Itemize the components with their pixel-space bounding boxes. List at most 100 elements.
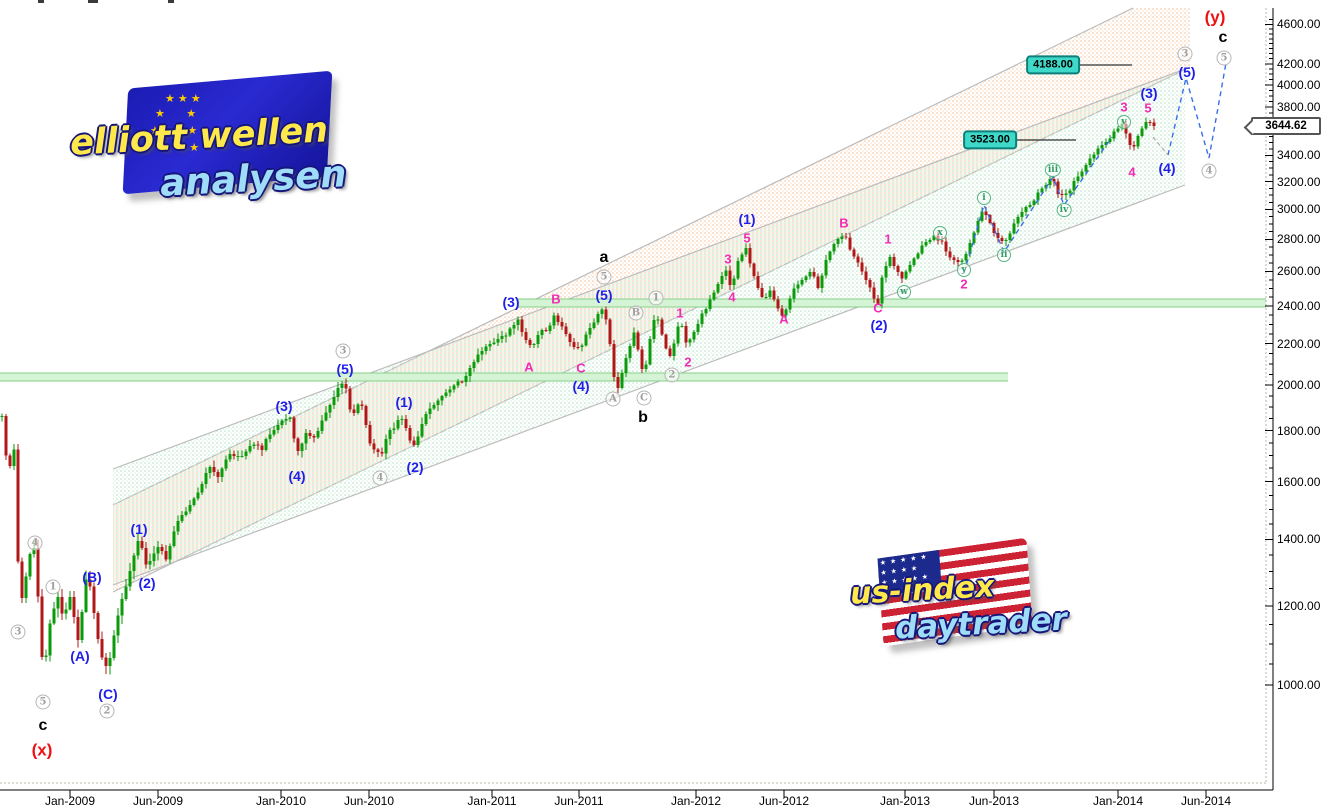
wave-label-2: 2 <box>99 703 115 719</box>
y-axis-label: 4200.00 <box>1277 56 1321 71</box>
wave-label-1: 1 <box>676 305 684 321</box>
wave-label-4: 4 <box>728 289 736 305</box>
wave-label-3: 3 <box>10 624 26 640</box>
y-axis-label: 1600.00 <box>1277 474 1321 489</box>
support-bands <box>0 298 1266 382</box>
wave-label-a: a <box>599 249 609 266</box>
y-axis-label: 2200.00 <box>1277 336 1321 351</box>
elliott-wellen-analysen-logo: ★ ★ ★ ★ ★ ★ ★ ★ ★ elliott wellen analyse… <box>69 62 380 227</box>
wave-label-v: v <box>1117 115 1131 129</box>
wave-label-iv: iv <box>1056 203 1072 217</box>
wave-label-3: 3 <box>335 343 351 359</box>
wave-label-2: (2) <box>406 459 424 475</box>
x-axis-label: Jan-2010 <box>255 794 307 808</box>
wave-label-4: (4) <box>1158 160 1176 176</box>
wave-label-c: c <box>38 717 48 734</box>
wave-label-2: (2) <box>870 317 888 333</box>
x-axis-label: Jun-2013 <box>968 794 1020 808</box>
current-price-tag: 3644.62 <box>1251 117 1321 135</box>
wave-label-1: (1) <box>130 521 148 537</box>
x-axis-label: Jan-2009 <box>44 794 96 808</box>
wave-label-B: B <box>628 305 644 321</box>
wave-label-4: (4) <box>288 468 306 484</box>
wave-label-A: A <box>524 359 534 375</box>
x-axis-label: Jan-2013 <box>879 794 931 808</box>
x-axis-label: Jun-2010 <box>343 794 395 808</box>
wave-label-5: 5 <box>1144 100 1152 116</box>
wave-label-iii: iii <box>1044 163 1062 177</box>
wave-label-3: 3 <box>1120 99 1128 115</box>
wave-label-5: (5) <box>595 287 613 303</box>
x-axis-label: Jan-2011 <box>467 794 517 808</box>
wave-label-3: 3 <box>1177 46 1193 62</box>
x-axis-label: Jan-2014 <box>1092 794 1144 808</box>
wave-label-1: 1 <box>45 579 61 595</box>
wave-label-A: A <box>779 311 789 327</box>
wave-label-b: b <box>638 409 648 426</box>
wave-label-1: 1 <box>648 290 664 306</box>
wave-label-4: 4 <box>1201 163 1217 179</box>
projection-lines <box>963 62 1227 274</box>
x-axis-label: Jun-2009 <box>132 794 184 808</box>
eu-flag-stars: ★ ★ ★ <box>165 93 201 105</box>
price-target-4188.00: 4188.00 <box>1026 55 1080 75</box>
wave-label-4: 4 <box>27 535 43 551</box>
wave-label-ii: ii <box>997 248 1011 262</box>
wave-label-3: (3) <box>1140 85 1158 101</box>
y-axis-label: 3400.00 <box>1277 148 1321 163</box>
y-axis-label: 4000.00 <box>1277 77 1321 92</box>
wave-label-3: (3) <box>275 398 293 414</box>
wave-label-C: C <box>873 300 883 316</box>
eu-flag-stars: ★ ★ <box>150 125 198 137</box>
wave-label-B: B <box>839 215 849 231</box>
wave-label-4: (4) <box>572 378 590 394</box>
y-axis-label: 2600.00 <box>1277 264 1321 279</box>
y-axis-label: 2400.00 <box>1277 299 1321 314</box>
wave-label-5: (5) <box>336 361 354 377</box>
wave-label-B: B <box>551 291 561 307</box>
y-axis-label: 2000.00 <box>1277 377 1321 392</box>
price-target-3523.00: 3523.00 <box>963 130 1017 150</box>
y-axis-label: 1800.00 <box>1277 423 1321 438</box>
axes <box>0 8 1274 797</box>
wave-label-w: w <box>897 285 911 299</box>
wave-label-2: 2 <box>684 354 692 370</box>
wave-label-3: 3 <box>724 251 732 267</box>
y-axis-label: 1400.00 <box>1277 532 1321 547</box>
candles <box>0 117 1156 675</box>
y-axis-label: 3000.00 <box>1277 202 1321 217</box>
wave-label-x: (x) <box>31 740 53 760</box>
clipped-text-artifact <box>168 0 174 3</box>
wave-label-2: 2 <box>960 276 968 292</box>
wave-label-C: (C) <box>98 686 118 702</box>
wave-label-5: (5) <box>1178 64 1196 80</box>
y-axis-label: 1200.00 <box>1277 599 1321 614</box>
wave-label-C: C <box>636 390 652 406</box>
wave-label-1: 1 <box>884 231 892 247</box>
wave-label-4: 4 <box>372 470 388 486</box>
x-axis-label: Jun-2014 <box>1180 794 1232 808</box>
wave-label-x: x <box>933 226 947 240</box>
wave-label-i: i <box>977 191 991 205</box>
wave-label-1: (1) <box>395 394 413 410</box>
wave-label-4: 4 <box>1128 164 1136 180</box>
wave-label-2: 2 <box>664 367 680 383</box>
eu-flag-stars: ★ ★ <box>155 108 197 120</box>
y-axis-label: 4600.00 <box>1277 17 1321 32</box>
wave-label-5: 5 <box>743 230 751 246</box>
wave-label-1: (1) <box>738 211 756 227</box>
wave-label-5: 5 <box>1216 50 1232 66</box>
y-axis-label: 2800.00 <box>1277 232 1321 247</box>
wave-label-A: (A) <box>70 648 90 664</box>
wave-label-B: (B) <box>82 569 102 585</box>
y-axis-label: 3800.00 <box>1277 100 1321 115</box>
current-price-value: 3644.62 <box>1265 120 1307 132</box>
wave-label-5: 5 <box>596 269 612 285</box>
clipped-text-artifact <box>38 0 44 3</box>
wave-label-A: A <box>605 391 621 407</box>
wave-label-y: (y) <box>1204 7 1226 27</box>
x-axis-label: Jan-2012 <box>670 794 722 808</box>
eu-flag-stars: ★ ★ <box>158 142 200 154</box>
wave-label-3: (3) <box>502 294 520 310</box>
x-axis-label: Jun-2012 <box>758 794 810 808</box>
